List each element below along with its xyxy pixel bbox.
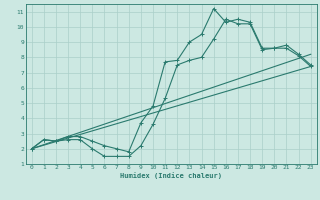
X-axis label: Humidex (Indice chaleur): Humidex (Indice chaleur) xyxy=(120,172,222,179)
